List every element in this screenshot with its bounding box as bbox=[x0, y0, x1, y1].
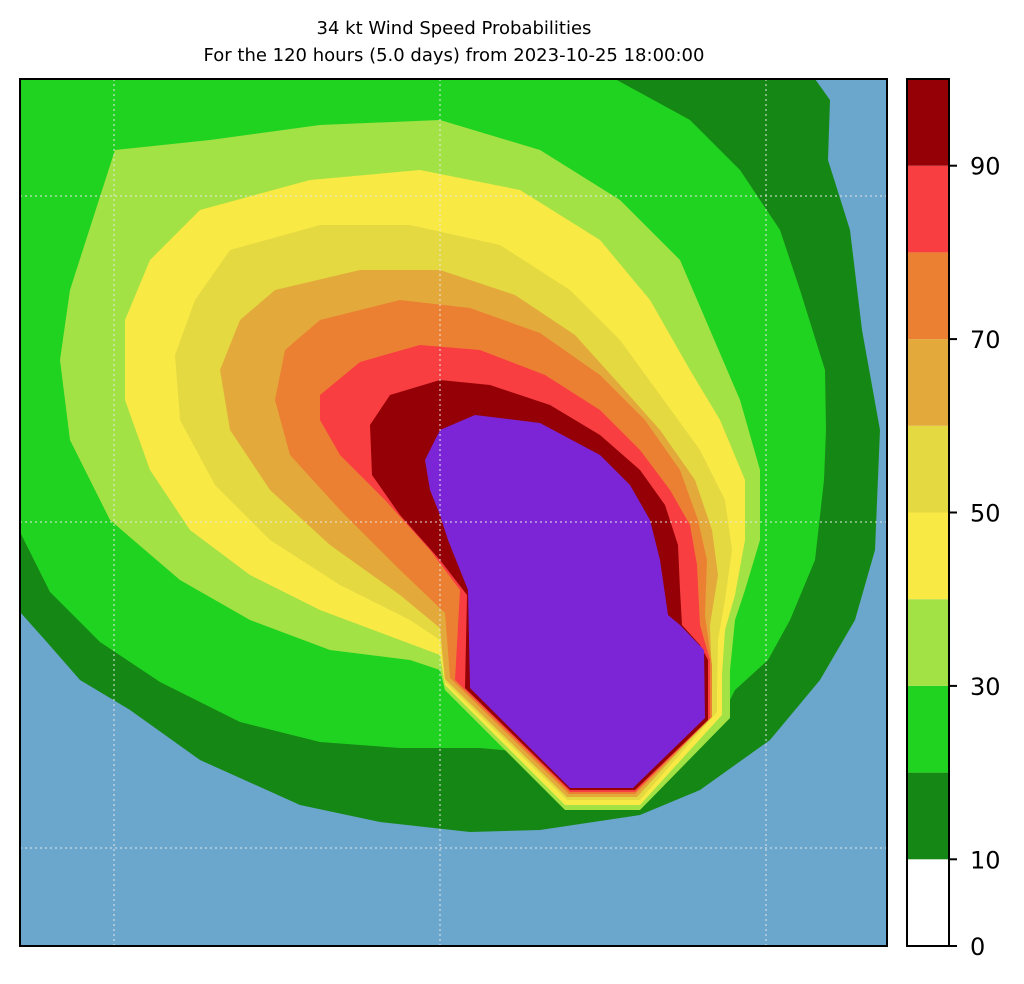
colorbar-segment bbox=[907, 512, 949, 600]
title-line-1: 34 kt Wind Speed Probabilities bbox=[316, 18, 592, 39]
colorbar-tick-label: 50 bbox=[970, 500, 1001, 528]
colorbar-segment bbox=[907, 599, 949, 686]
colorbar-segment bbox=[907, 165, 949, 253]
colorbar-segment bbox=[907, 685, 949, 773]
title-line-2: For the 120 hours (5.0 days) from 2023-1… bbox=[203, 45, 705, 66]
colorbar-tick-label: 70 bbox=[970, 326, 1001, 354]
prob-band-100 bbox=[425, 415, 705, 788]
colorbar-segment bbox=[907, 79, 949, 166]
colorbar-tick-label: 30 bbox=[970, 673, 1001, 701]
colorbar-segment bbox=[907, 772, 949, 860]
colorbar-segment bbox=[907, 425, 949, 513]
colorbar-tick-label: 0 bbox=[970, 933, 985, 961]
colorbar-segment bbox=[907, 859, 949, 946]
colorbar-tick-label: 90 bbox=[970, 153, 1001, 181]
colorbar-tick-label: 10 bbox=[970, 846, 1001, 874]
colorbar-segment bbox=[907, 252, 949, 340]
colorbar-segment bbox=[907, 339, 949, 426]
map-frame bbox=[19, 78, 888, 947]
